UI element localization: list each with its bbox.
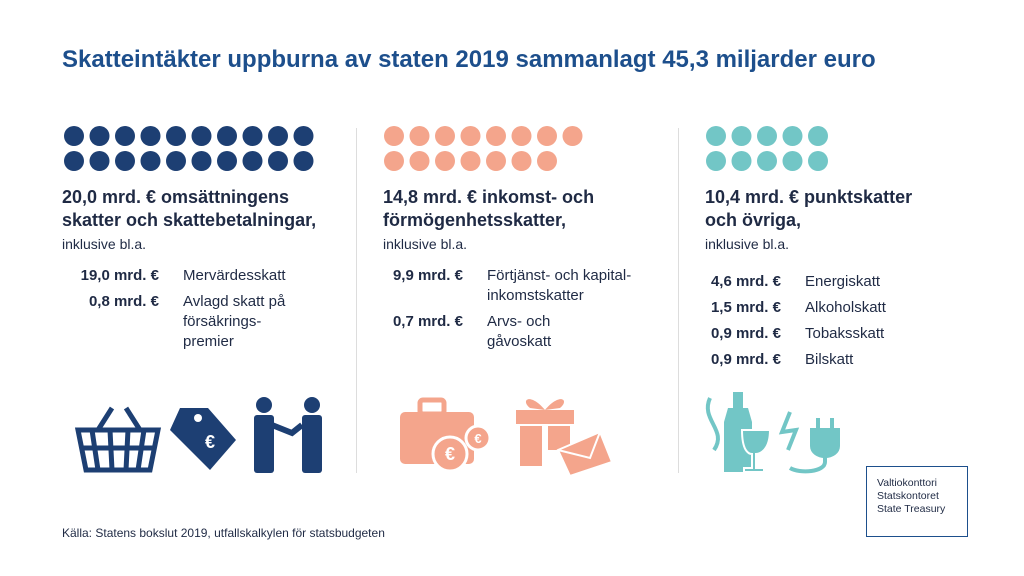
plug-icon (778, 411, 840, 474)
column-heading: 10,4 mrd. € punktskatter och övriga, (705, 187, 913, 230)
item-label: Arvs- och gåvoskatt (487, 313, 552, 350)
logo-line: Statskontoret (877, 490, 939, 502)
amount: 0,8 mrd. € (88, 293, 159, 310)
bottle-icon (705, 392, 772, 473)
item: 0,9 mrd. € Bilskatt (705, 350, 1005, 370)
basket-icon (74, 406, 162, 473)
item-label: Tobaksskatt (805, 325, 885, 342)
logo: Valtiokonttori Statskontoret State Treas… (866, 466, 968, 537)
item-label: Förtjänst- och kapital- inkomstskatter (487, 267, 632, 304)
item-label: Mervärdesskatt (183, 267, 286, 284)
column-subheading: inklusive bl.a. (383, 236, 468, 252)
column: 20,0 mrd. € omsättningens skatter och sk… (62, 186, 352, 358)
column-subheading: inklusive bl.a. (62, 236, 147, 252)
amount: 1,5 mrd. € (710, 299, 781, 316)
amount: 0,9 mrd. € (710, 351, 781, 368)
divider (678, 128, 679, 473)
gift-icon (516, 399, 614, 478)
source: Källa: Statens bokslut 2019, utfallskalk… (62, 526, 385, 540)
briefcase-icon: € € (400, 397, 492, 473)
amount: 0,7 mrd. € (392, 313, 463, 330)
item: 0,9 mrd. € Tobaksskatt (705, 324, 1005, 344)
dots-column-2 (384, 126, 583, 171)
amount: 19,0 mrd. € (80, 267, 159, 284)
logo-line: State Treasury (877, 503, 946, 515)
divider (356, 128, 357, 473)
column-heading: 20,0 mrd. € omsättningens skatter och sk… (62, 187, 317, 230)
amount: 0,9 mrd. € (710, 325, 781, 342)
item: 9,9 mrd. € Förtjänst- och kapital- inkoms… (383, 266, 673, 306)
title: Skatteintäkter uppburna av staten 2019 s… (62, 46, 876, 73)
item: 0,8 mrd. € Avlagd skatt på försäkrings- p… (62, 292, 352, 352)
handshake-icon (254, 397, 322, 473)
item-label: Avlagd skatt på försäkrings- premier (183, 293, 286, 350)
column-subheading: inklusive bl.a. (705, 236, 790, 252)
item-label: Bilskatt (805, 351, 854, 368)
item: 19,0 mrd. € Mervärdesskatt (62, 266, 352, 286)
column: 14,8 mrd. € inkomst- och förmögenhetsska… (383, 186, 673, 358)
amount: 9,9 mrd. € (392, 267, 463, 284)
item-label: Energiskatt (805, 273, 881, 290)
logo-line: Valtiokonttori (877, 477, 937, 489)
price-tag-icon: € (170, 408, 236, 470)
item: 1,5 mrd. € Alkoholskatt (705, 298, 1005, 318)
column-heading: 14,8 mrd. € inkomst- och förmögenhetsska… (383, 187, 595, 230)
svg-text:€: € (445, 444, 455, 464)
amount: 4,6 mrd. € (710, 273, 781, 290)
item: 4,6 mrd. € Energiskatt (705, 272, 1005, 292)
column: 10,4 mrd. € punktskatter och övriga, ink… (705, 186, 1005, 376)
dots-column-3 (706, 126, 828, 171)
svg-text:€: € (474, 431, 481, 446)
item: 0,7 mrd. € Arvs- och gåvoskatt (383, 312, 673, 352)
dots-column-1 (64, 126, 314, 171)
item-label: Alkoholskatt (805, 299, 886, 316)
svg-text:€: € (205, 432, 215, 452)
